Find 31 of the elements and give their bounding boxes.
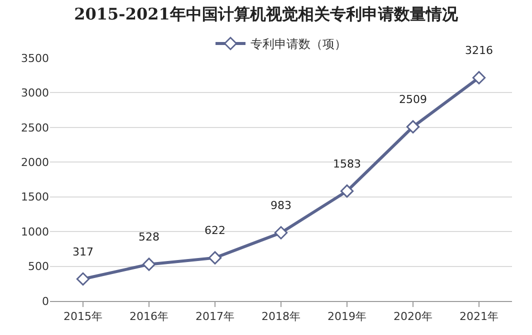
x-tick-label: 2016年 <box>130 310 168 324</box>
x-tick-label: 2018年 <box>262 310 300 324</box>
point <box>274 226 288 240</box>
data-label: 983 <box>270 199 292 212</box>
data-label: 317 <box>72 245 94 258</box>
data-label: 622 <box>204 224 226 238</box>
data-label: 3216 <box>465 44 493 58</box>
data-label: 528 <box>138 230 160 244</box>
y-tick-label: 1000 <box>21 225 49 238</box>
data-label: 2509 <box>399 93 427 106</box>
point <box>142 258 156 271</box>
y-tick-label: 3000 <box>21 86 49 100</box>
y-tick-label: 500 <box>28 260 49 274</box>
point <box>472 71 486 84</box>
point <box>406 120 420 134</box>
y-tick-label: 0 <box>42 294 49 308</box>
y-tick-label: 1500 <box>21 190 49 204</box>
x-tick-label: 2017年 <box>196 310 234 324</box>
point <box>208 251 222 264</box>
legend-label: 专利申请数（项） <box>250 37 346 52</box>
point <box>340 184 354 198</box>
data-label: 1583 <box>333 157 361 170</box>
x-tick-label: 2021年 <box>460 310 498 324</box>
x-tick-label: 2020年 <box>394 310 432 324</box>
y-tick-label: 3500 <box>21 52 49 65</box>
y-tick-label: 2000 <box>21 156 49 169</box>
x-tick-label: 2015年 <box>64 310 102 324</box>
point <box>76 272 90 286</box>
x-tick-label: 2019年 <box>328 310 366 324</box>
chart-title: 2015-2021年中国计算机视觉相关专利申请数量情况 <box>74 4 459 24</box>
y-tick-label: 2500 <box>21 121 49 134</box>
